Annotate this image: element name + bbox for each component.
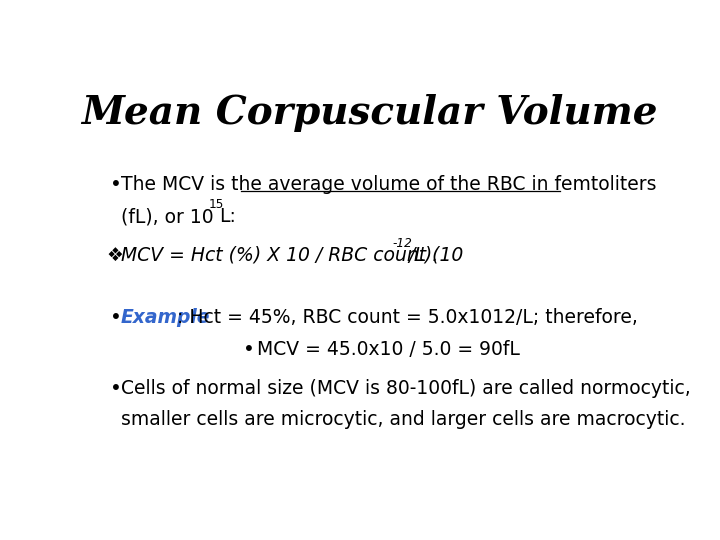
Text: -12: -12 bbox=[392, 237, 413, 249]
Text: •: • bbox=[110, 308, 122, 327]
Text: MCV = Hct (%) X 10 / RBC count (10: MCV = Hct (%) X 10 / RBC count (10 bbox=[121, 246, 463, 265]
Text: •: • bbox=[110, 175, 122, 194]
Text: (fL), or 10: (fL), or 10 bbox=[121, 207, 213, 226]
Text: Example: Example bbox=[121, 308, 210, 327]
Text: Mean Corpuscular Volume: Mean Corpuscular Volume bbox=[81, 94, 657, 132]
Text: Cells of normal size (MCV is 80-100fL) are called normocytic,: Cells of normal size (MCV is 80-100fL) a… bbox=[121, 379, 690, 398]
Text: ❖: ❖ bbox=[107, 246, 124, 265]
Text: The MCV is the average volume of the RBC in femtoliters: The MCV is the average volume of the RBC… bbox=[121, 175, 656, 194]
Text: L:: L: bbox=[219, 207, 236, 226]
Text: smaller cells are microcytic, and larger cells are macrocytic.: smaller cells are microcytic, and larger… bbox=[121, 410, 685, 429]
Text: /L).: /L). bbox=[408, 246, 438, 265]
Text: •: • bbox=[110, 379, 122, 398]
Text: 15: 15 bbox=[209, 198, 224, 211]
Text: : Hct = 45%, RBC count = 5.0x1012/L; therefore,: : Hct = 45%, RBC count = 5.0x1012/L; the… bbox=[176, 308, 637, 327]
Text: •: • bbox=[243, 340, 256, 359]
Text: MCV = 45.0x10 / 5.0 = 90fL: MCV = 45.0x10 / 5.0 = 90fL bbox=[258, 340, 521, 359]
